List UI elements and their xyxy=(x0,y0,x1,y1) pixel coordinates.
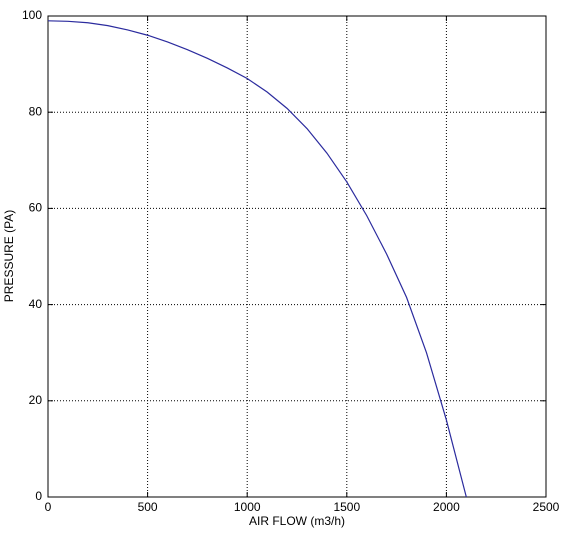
y-tick-label: 20 xyxy=(29,393,43,407)
y-tick-label: 80 xyxy=(29,104,43,118)
x-tick-label: 1000 xyxy=(234,500,261,514)
x-tick-label: 0 xyxy=(45,500,52,514)
x-tick-label: 1500 xyxy=(333,500,360,514)
x-tick-label: 2000 xyxy=(433,500,460,514)
plot-frame xyxy=(47,15,547,498)
y-axis-label: PRESSURE (PA) xyxy=(2,210,16,302)
x-tick-label: 500 xyxy=(138,500,158,514)
x-tick-label: 2500 xyxy=(533,500,560,514)
series-line xyxy=(47,20,467,498)
y-tick-label: 0 xyxy=(35,489,42,503)
x-axis-label: AIR FLOW (m3/h) xyxy=(249,514,345,528)
y-tick-label: 100 xyxy=(22,8,42,22)
y-tick-label: 40 xyxy=(29,297,43,311)
y-tick-label: 60 xyxy=(29,201,43,215)
